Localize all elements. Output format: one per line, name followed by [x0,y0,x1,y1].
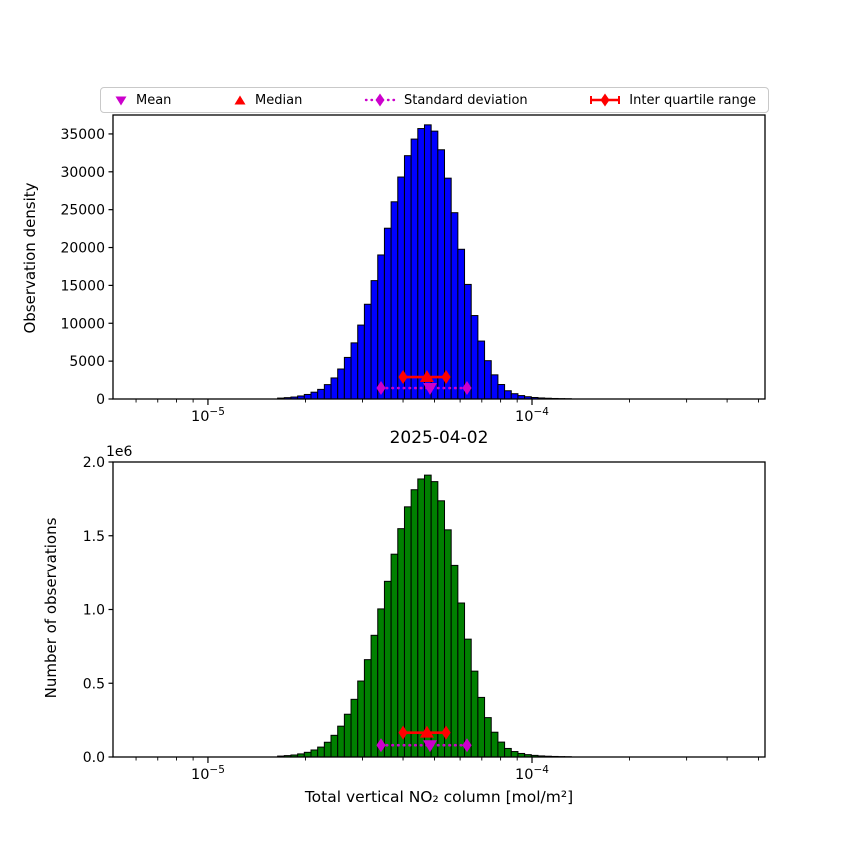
svg-text:10−4: 10−4 [515,764,549,783]
svg-text:30000: 30000 [60,165,105,181]
std-deviation-marker-icon [364,93,396,107]
iqr-marker-icon [590,93,621,107]
svg-text:0.5: 0.5 [83,676,105,692]
legend-item-median: Median [232,93,302,108]
svg-text:10−5: 10−5 [191,764,225,783]
y-axis-label-bottom: Number of observations [42,517,60,699]
svg-text:10−4: 10−4 [515,406,549,425]
svg-text:20000: 20000 [60,241,105,257]
svg-text:0: 0 [96,392,105,408]
legend: Mean Median Standard deviation Inter qua… [100,87,769,113]
svg-text:25000: 25000 [60,203,105,219]
y-axis-offset-label: 1e6 [106,444,133,460]
svg-text:1.0: 1.0 [83,603,105,619]
legend-label-median: Median [255,92,303,108]
mean-marker-icon [115,96,127,106]
svg-text:10000: 10000 [60,316,105,332]
x-axis-label: Total vertical NO₂ column [mol/m²] [304,788,574,806]
legend-label-iqr: Inter quartile range [629,92,756,108]
svg-text:15000: 15000 [60,278,105,294]
svg-text:35000: 35000 [60,127,105,143]
legend-label-std: Standard deviation [403,92,528,108]
svg-text:2.0: 2.0 [83,455,105,471]
y-axis-label-top: Observation density [21,182,39,334]
svg-text:10−5: 10−5 [191,406,225,425]
legend-label-mean: Mean [136,92,172,108]
svg-text:5000: 5000 [69,354,105,370]
legend-item-iqr: Inter quartile range [588,93,756,108]
plot-title: 2025-04-02 [389,428,489,448]
svg-text:1.5: 1.5 [83,529,105,545]
legend-item-std: Standard deviation [363,93,528,108]
svg-text:0.0: 0.0 [83,750,105,766]
median-marker-icon [234,95,246,105]
legend-item-mean: Mean [113,93,171,108]
